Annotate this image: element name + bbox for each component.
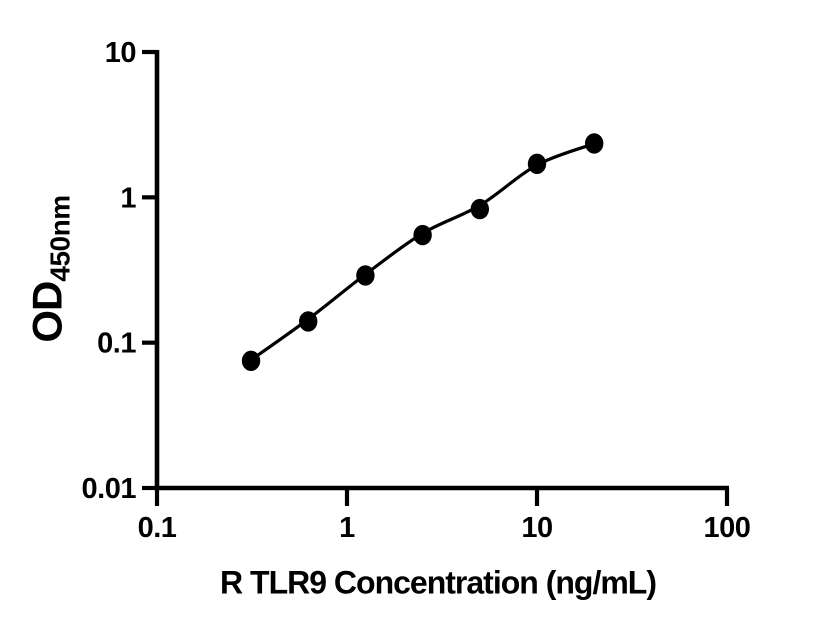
data-point-marker bbox=[413, 224, 432, 246]
x-tick-label: 100 bbox=[704, 512, 751, 544]
y-axis-title-subscript: 450nm bbox=[44, 195, 76, 282]
y-tick-label: 0.01 bbox=[82, 473, 137, 505]
y-axis-title: OD450nm bbox=[24, 195, 77, 342]
y-tick-label: 0.1 bbox=[97, 328, 136, 360]
y-axis-title-main: OD bbox=[23, 281, 71, 343]
x-axis-title: R TLR9 Concentration (ng/mL) bbox=[220, 564, 657, 601]
data-point-marker bbox=[527, 153, 547, 175]
y-tick-label: 10 bbox=[105, 37, 136, 69]
data-point-marker bbox=[584, 133, 604, 154]
data-point-marker bbox=[356, 265, 375, 286]
y-tick-label: 1 bbox=[120, 182, 136, 214]
data-point-marker bbox=[470, 198, 490, 220]
x-tick-label: 0.1 bbox=[138, 512, 177, 544]
data-point-marker bbox=[299, 311, 318, 332]
x-tick-label: 1 bbox=[339, 512, 355, 544]
data-point-marker bbox=[241, 350, 261, 372]
x-tick-label: 10 bbox=[521, 512, 552, 544]
